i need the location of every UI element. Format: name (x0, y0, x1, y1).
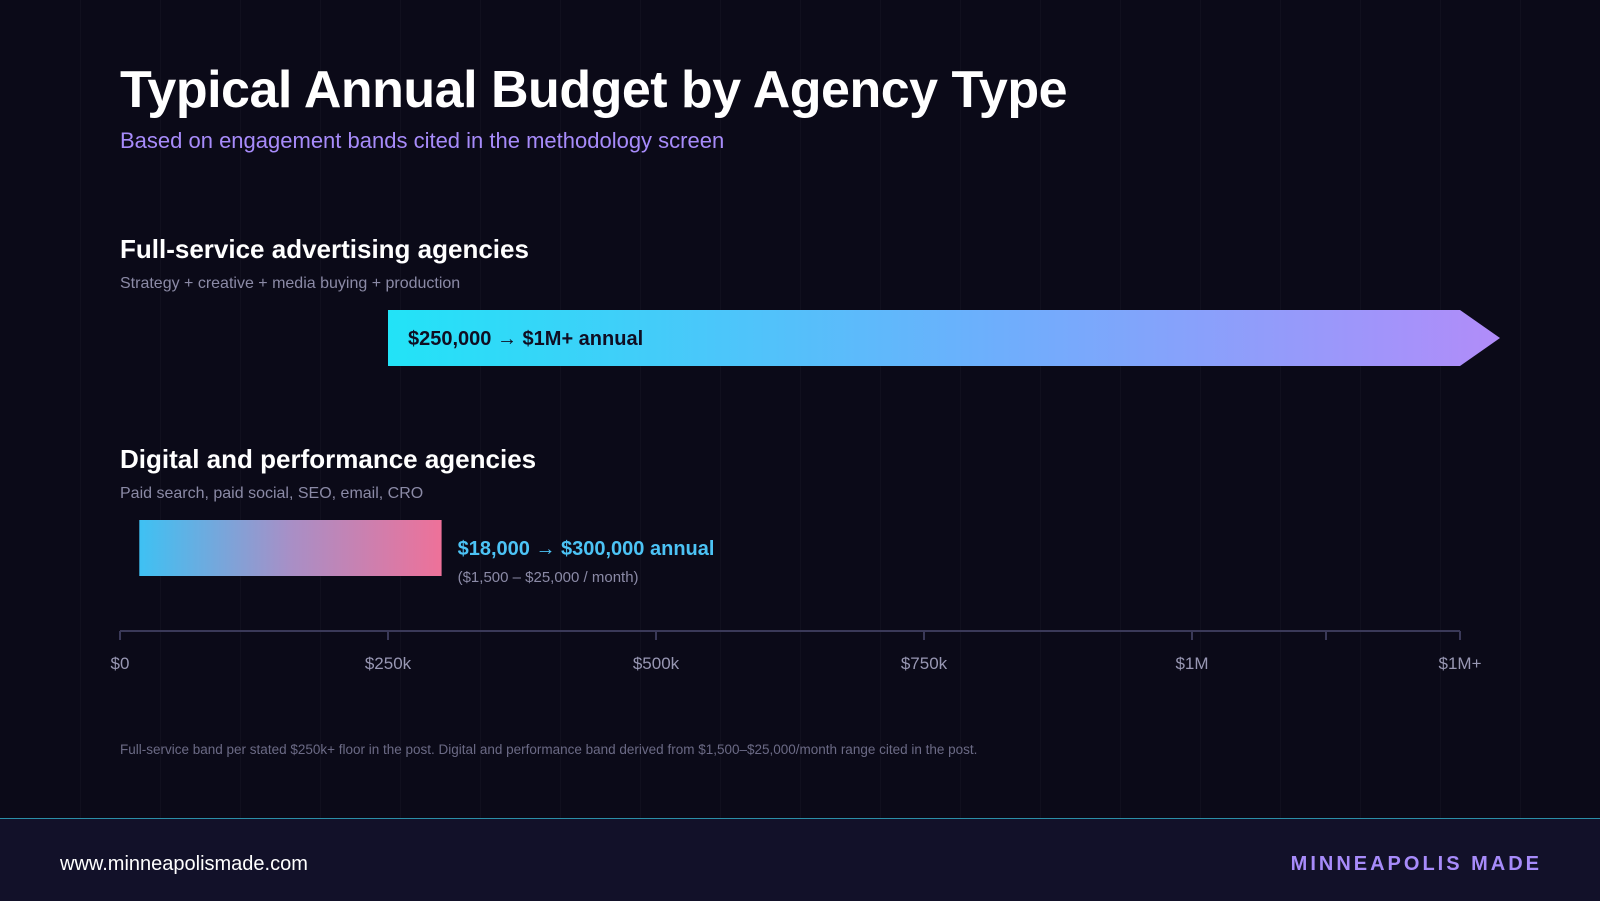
x-tick-label: $500k (633, 654, 680, 673)
range-bar (139, 520, 442, 576)
band-name-digital: Digital and performance agencies (120, 444, 537, 474)
footnote: Full-service band per stated $250k+ floo… (120, 742, 978, 757)
band-name-full-service: Full-service advertising agencies (120, 234, 529, 264)
range-bar-label: $250,000 → $1M+ annual (408, 328, 643, 350)
band-description-full-service: Strategy + creative + media buying + pro… (120, 275, 461, 292)
footer-bar: www.minneapolismade.com MINNEAPOLIS MADE (0, 818, 1600, 901)
x-tick-label: $0 (111, 654, 130, 673)
range-chart: $0 $250k $500k $750k $1M $1M+ $250,000 → $1M+… (111, 310, 1500, 673)
x-tick-label: $1M+ (1439, 654, 1482, 673)
x-tick-label: $250k (365, 654, 412, 673)
range-bar-sublabel: ($1,500 – $25,000 / month) (458, 569, 639, 586)
range-bar-arrow (388, 310, 1500, 366)
footer-url: www.minneapolismade.com (60, 853, 308, 875)
footer-brand: MINNEAPOLIS MADE (1290, 853, 1542, 875)
band-description-digital: Paid search, paid social, SEO, email, CR… (120, 485, 424, 502)
x-tick-label: $1M (1175, 654, 1208, 673)
chart-title: Typical Annual Budget by Agency Type (120, 61, 1068, 119)
chart-subtitle: Based on engagement bands cited in the m… (120, 128, 725, 153)
range-bar-label: $18,000 → $300,000 annual (458, 538, 715, 560)
x-tick-label: $750k (901, 654, 948, 673)
